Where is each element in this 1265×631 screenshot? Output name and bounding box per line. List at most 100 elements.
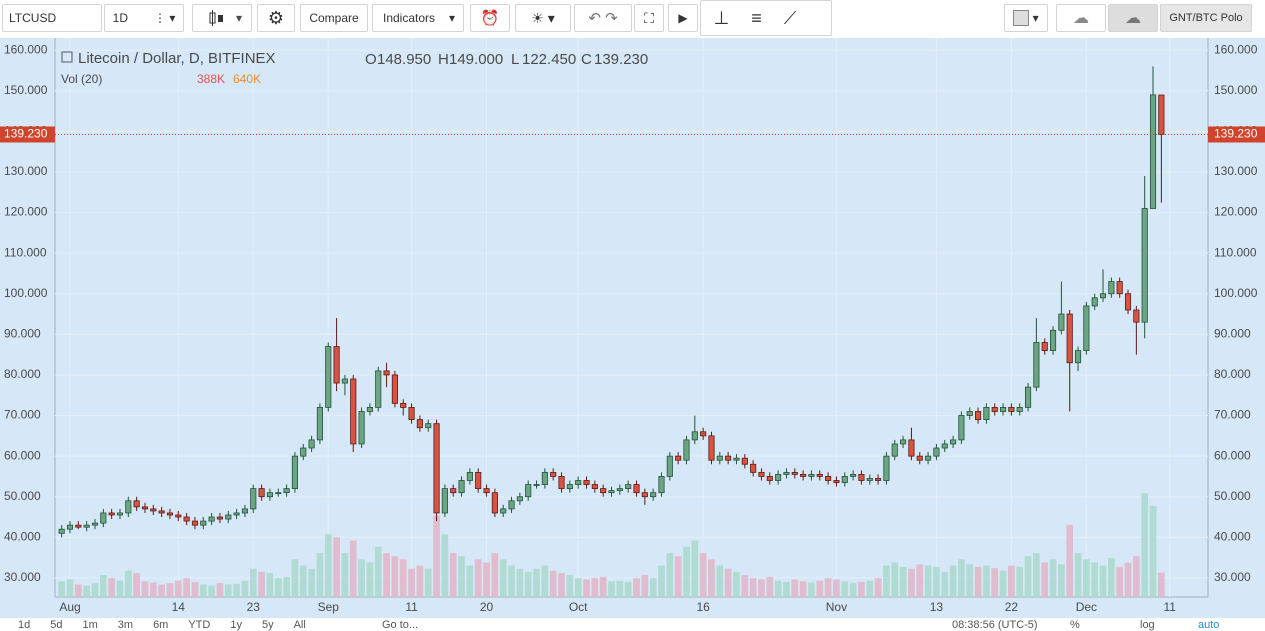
candle-body: [100, 512, 107, 524]
volume-bar: [849, 583, 857, 597]
chart-style-button[interactable]: ▾: [192, 4, 252, 32]
volume-bar: [141, 581, 149, 597]
volume-bar: [1041, 562, 1049, 597]
layout-name[interactable]: GNT/BTC Polo: [1160, 4, 1252, 32]
candle-body: [983, 407, 990, 420]
range-button[interactable]: 5y: [261, 619, 274, 631]
candle-body: [875, 478, 882, 481]
interval-button[interactable]: 1D ⋮ ▾: [104, 4, 184, 32]
y2-tick-label: 60.000: [1214, 448, 1251, 462]
candle-body: [91, 522, 99, 526]
l-key: L: [511, 51, 519, 68]
volume-bar: [108, 578, 115, 597]
percent-toggle[interactable]: %: [1070, 619, 1080, 631]
volume-bar: [858, 581, 865, 597]
range-button[interactable]: All: [293, 619, 306, 631]
volume-bar: [833, 579, 840, 597]
volume-bar: [191, 581, 199, 597]
candle-body: [1066, 313, 1073, 364]
range-button[interactable]: 1y: [230, 619, 242, 631]
cloud-load[interactable]: ☁: [1056, 4, 1106, 32]
volume-bar: [558, 573, 565, 597]
h-value: 149.000: [449, 51, 503, 68]
volume-bar: [683, 546, 690, 597]
volume-bar: [666, 553, 674, 597]
volume-bar: [399, 559, 407, 597]
chart: Litecoin / Dollar, D, BITFINEX O 148.950…: [0, 38, 1265, 618]
settings-button[interactable]: ⚙: [257, 4, 295, 32]
range-button[interactable]: 6m: [153, 619, 169, 631]
indicators-button[interactable]: Indicators ▾: [372, 4, 464, 32]
auto-toggle[interactable]: auto: [1198, 619, 1220, 631]
undo-redo[interactable]: ↶ ↷: [574, 4, 632, 32]
candle-body: [266, 492, 274, 498]
replay-button[interactable]: ▶: [668, 4, 698, 32]
candle-body: [308, 439, 315, 449]
range-button[interactable]: YTD: [188, 619, 211, 631]
price-badge: [1208, 126, 1265, 143]
candle-body: [400, 402, 407, 408]
candle-body: [1091, 297, 1098, 307]
range-button[interactable]: 3m: [117, 619, 134, 631]
candle-body: [233, 512, 240, 516]
symbol-input[interactable]: LTCUSD: [2, 4, 102, 32]
range-button[interactable]: 5d: [50, 619, 63, 631]
y2-tick-label: 80.000: [1214, 367, 1251, 381]
candle-body: [883, 455, 890, 481]
c-key: C: [581, 51, 592, 68]
fullscreen-button[interactable]: ⛶: [634, 4, 664, 32]
cloud-save[interactable]: ☁: [1108, 4, 1158, 32]
volume-bar: [258, 571, 265, 597]
candle-body: [258, 488, 265, 498]
candle-body: [575, 480, 582, 485]
alert-button[interactable]: ⏰: [470, 4, 510, 32]
candle-body: [1083, 305, 1090, 351]
volume-bar: [999, 570, 1007, 597]
svg-text:▾: ▾: [236, 11, 242, 25]
y2-tick-label: 30.000: [1214, 570, 1251, 584]
x-tick-label: 14: [172, 600, 186, 614]
volume-bar: [1083, 559, 1090, 597]
range-button[interactable]: 1m: [82, 619, 98, 631]
drawing-toolbar[interactable]: ⊥≡⟋: [700, 0, 832, 36]
goto-button[interactable]: Go to...: [382, 619, 419, 631]
candle-body: [1149, 94, 1157, 209]
candle-body: [691, 431, 698, 441]
candle-body: [325, 346, 332, 408]
color-button[interactable]: ▾: [1004, 4, 1048, 32]
volume-bar: [791, 579, 799, 597]
candle-body: [999, 407, 1007, 412]
volume-bar: [816, 580, 824, 597]
ideas-button[interactable]: ☀ ▾: [515, 4, 571, 32]
x-tick-label: 13: [930, 600, 944, 614]
candle-body: [750, 463, 757, 473]
volume-bar: [366, 562, 374, 597]
vol-value: 388K: [197, 72, 225, 86]
vol-title: Vol (20): [61, 72, 102, 86]
candle-body: [200, 520, 207, 526]
volume-bar: [1091, 562, 1099, 597]
volume-bar: [891, 562, 899, 597]
volume-bar: [1033, 553, 1040, 597]
x-tick-label: Nov: [826, 600, 847, 614]
y2-tick-label: 150.000: [1214, 83, 1258, 97]
legend-title: Litecoin / Dollar, D, BITFINEX: [78, 50, 276, 67]
x-tick-label: 11: [1163, 600, 1176, 614]
candle-body: [441, 488, 448, 514]
y-tick-label: 110.000: [4, 245, 47, 259]
x-tick-label: 22: [1005, 600, 1019, 614]
candle-body: [683, 439, 690, 461]
log-toggle[interactable]: log: [1140, 619, 1155, 631]
volume-bar: [333, 537, 340, 597]
candle-icon: ▾: [209, 10, 242, 26]
volume-bar: [699, 553, 707, 597]
volume-bar: [566, 575, 574, 597]
range-button[interactable]: 1d: [18, 619, 31, 631]
volume-bar: [583, 579, 590, 597]
candle-body: [125, 500, 132, 514]
compare-button[interactable]: Compare: [300, 4, 368, 32]
volume-bar: [1158, 572, 1165, 597]
range-buttons[interactable]: 1d 5d 1m 3m 6m YTD 1y 5y All: [18, 619, 326, 631]
volume-bar: [649, 578, 657, 597]
candle-body: [558, 476, 565, 490]
